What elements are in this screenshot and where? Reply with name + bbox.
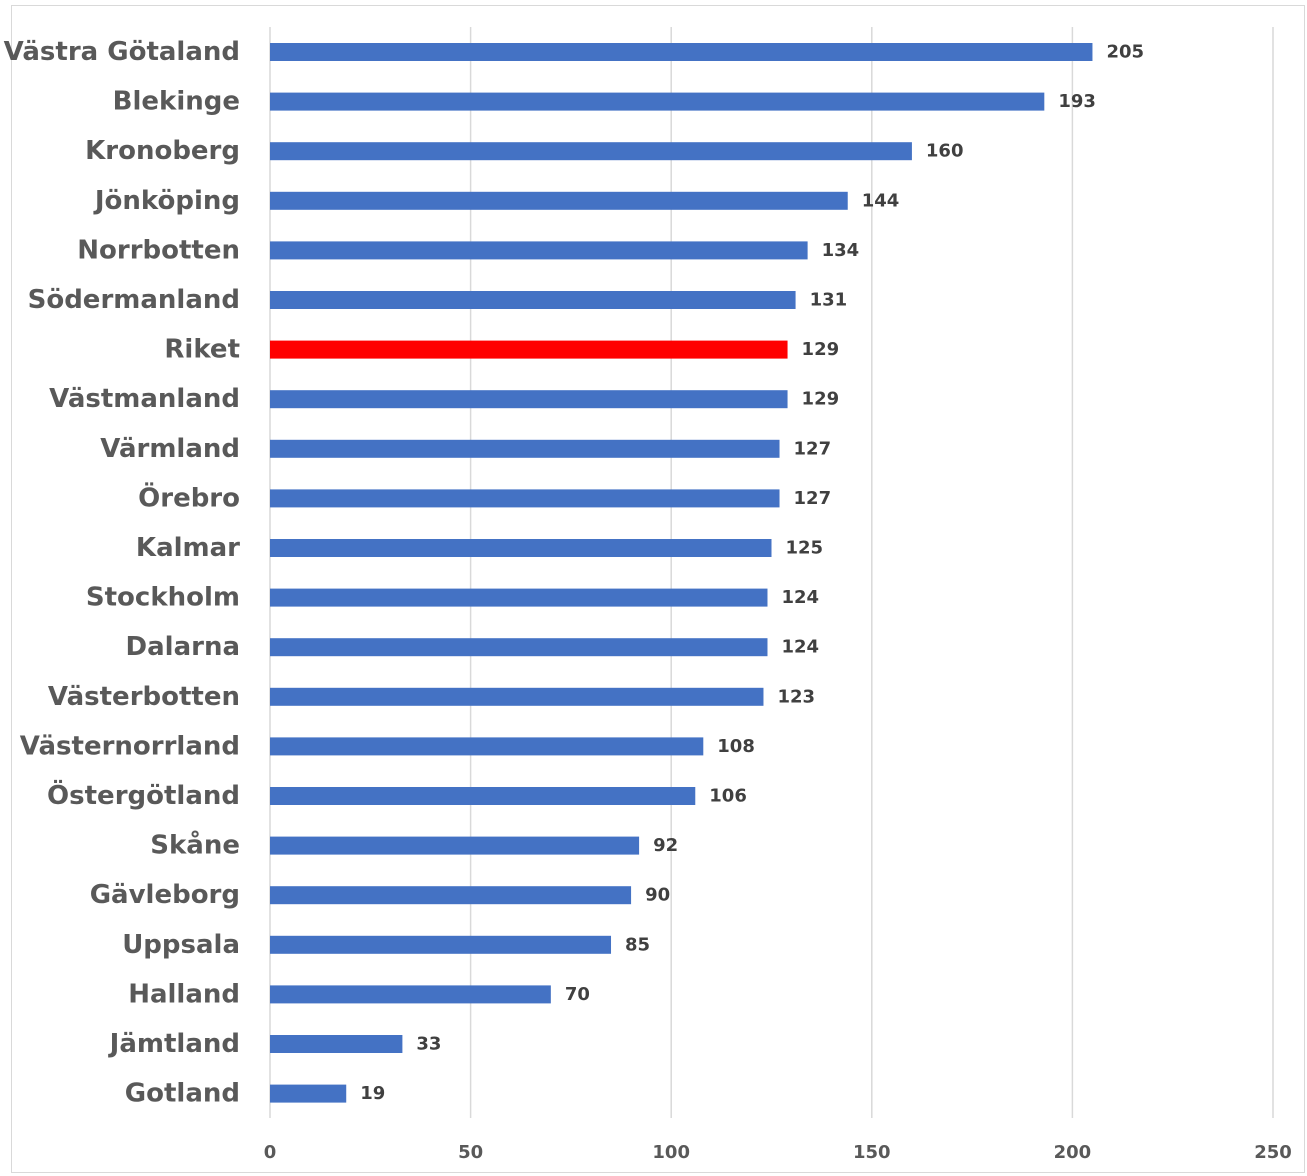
- category-label: Värmland: [100, 434, 240, 464]
- data-label: 90: [645, 885, 670, 906]
- x-tick-label: 150: [853, 1142, 891, 1163]
- category-label: Halland: [128, 979, 240, 1009]
- category-label: Västernorrland: [20, 731, 240, 761]
- category-label: Skåne: [150, 829, 240, 861]
- bar: [270, 439, 780, 458]
- data-label: 193: [1058, 91, 1096, 112]
- bar: [270, 291, 796, 309]
- category-label: Blekinge: [113, 87, 240, 117]
- data-label: 144: [862, 190, 900, 211]
- bar: [270, 588, 768, 607]
- x-tick-label: 200: [1054, 1142, 1092, 1163]
- category-label: Norrbotten: [77, 235, 240, 265]
- data-label: 70: [565, 984, 590, 1005]
- bar: [270, 935, 612, 954]
- category-label: Riket: [164, 335, 240, 365]
- data-label: 124: [781, 587, 819, 608]
- category-label: Dalarna: [126, 632, 240, 662]
- bar-highlight: [270, 340, 788, 359]
- data-label: 205: [1106, 42, 1144, 63]
- data-label: 108: [717, 736, 755, 757]
- bar: [270, 142, 912, 161]
- data-label: 124: [781, 637, 819, 658]
- data-label: 85: [625, 934, 650, 955]
- data-label: 125: [786, 538, 824, 559]
- bar: [270, 1084, 347, 1103]
- bar: [270, 886, 632, 905]
- category-label: Gävleborg: [90, 880, 240, 910]
- category-label: Kalmar: [136, 533, 240, 563]
- x-tick-label: 0: [264, 1142, 277, 1163]
- category-label: Uppsala: [122, 930, 240, 960]
- bar: [270, 539, 772, 557]
- bar: [270, 191, 848, 210]
- bar: [270, 737, 704, 756]
- bar: [270, 638, 768, 657]
- category-label: Södermanland: [28, 285, 240, 315]
- bar: [270, 787, 696, 805]
- x-tick-label: 100: [652, 1142, 690, 1163]
- data-label: 92: [653, 835, 678, 856]
- data-label: 106: [709, 786, 747, 807]
- data-label: 160: [926, 141, 964, 162]
- data-label: 131: [810, 290, 848, 311]
- bar: [270, 390, 788, 409]
- bar: [270, 836, 640, 855]
- category-label: Gotland: [125, 1079, 240, 1109]
- data-label: 127: [794, 488, 832, 509]
- category-label: Stockholm: [86, 583, 240, 613]
- bar: [270, 92, 1045, 111]
- category-label: Jämtland: [108, 1029, 240, 1059]
- data-label: 123: [777, 686, 815, 707]
- category-label: Västmanland: [49, 384, 240, 414]
- data-label: 19: [360, 1083, 385, 1104]
- data-label: 129: [802, 389, 840, 410]
- data-label: 127: [794, 438, 832, 459]
- bar: [270, 1035, 403, 1053]
- data-label: 33: [416, 1034, 441, 1055]
- bar: [270, 241, 808, 260]
- category-label: Västra Götaland: [4, 37, 240, 67]
- category-label: Jönköping: [93, 186, 240, 216]
- category-label: Kronoberg: [85, 136, 240, 166]
- data-labels: 205 193 160 144 134 131 129 129 127 127 125 124 124 1…: [360, 42, 1144, 1105]
- category-label: Östergötland: [47, 778, 240, 811]
- bar: [270, 489, 780, 508]
- bar: [270, 985, 551, 1004]
- data-label: 129: [802, 339, 840, 360]
- x-axis-tick-labels: 0 50 100 150 200 250: [264, 1142, 1292, 1163]
- x-tick-label: 250: [1254, 1142, 1292, 1163]
- gridlines: [269, 27, 1274, 1118]
- data-label: 134: [822, 240, 860, 261]
- category-label: Örebro: [138, 480, 240, 513]
- category-label: Västerbotten: [48, 682, 240, 712]
- category-labels: Västra Götaland Blekinge Kronoberg Jönköpin…: [4, 37, 240, 1109]
- bar: [270, 43, 1093, 61]
- bars: [270, 43, 1093, 1103]
- x-tick-label: 50: [458, 1142, 483, 1163]
- bar: [270, 687, 764, 706]
